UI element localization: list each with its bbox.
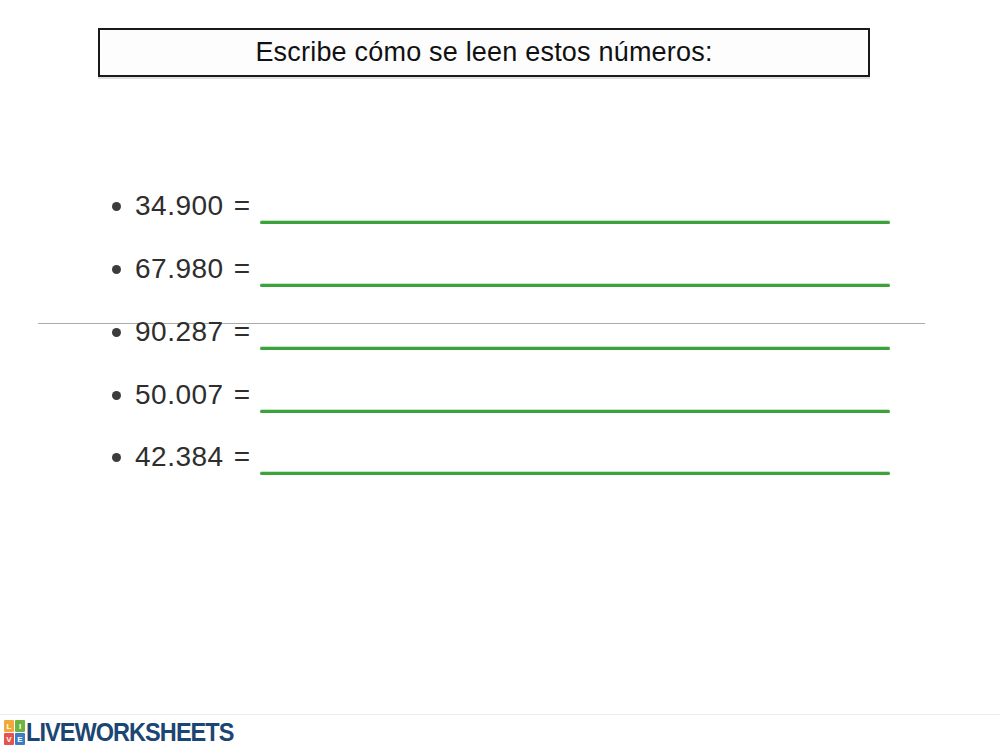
title-box: Escribe cómo se leen estos números: [98,28,870,77]
equals-sign: = [234,190,251,222]
equals-sign: = [234,253,251,285]
worksheet-row: 67.980 = [0,251,1000,287]
number-text: 50.007 [135,379,224,411]
number-label: 90.287 = [135,314,251,350]
worksheet-row: 42.384 = [0,439,1000,475]
bullet-icon [112,453,121,462]
logo-tile: V [4,733,14,745]
number-text: 90.287 [135,316,224,348]
worksheet-row: 90.287 = [0,314,1000,350]
equals-sign: = [234,379,251,411]
liveworksheets-logo-icon[interactable]: L I V E [4,720,26,745]
worksheet-row: 50.007 = [0,377,1000,413]
scan-artifact-line [0,714,1000,715]
number-label: 50.007 = [135,377,251,413]
footer: L I V E LIVEWORKSHEETS [4,719,247,746]
page-title: Escribe cómo se leen estos números: [255,37,712,68]
bullet-icon [112,328,121,337]
number-text: 42.384 [135,441,224,473]
logo-tile: L [4,720,14,732]
answer-input-line[interactable] [260,410,890,413]
bullet-icon [112,265,121,274]
answer-input-line[interactable] [260,284,890,287]
number-label: 67.980 = [135,251,251,287]
answer-input-line[interactable] [260,221,890,224]
brand-name[interactable]: LIVEWORKSHEETS [26,718,234,747]
number-label: 42.384 = [135,439,251,475]
answer-input-line[interactable] [260,347,890,350]
logo-tile: E [15,733,25,745]
number-label: 34.900 = [135,188,251,224]
logo-tile: I [15,720,25,732]
equals-sign: = [234,316,251,348]
equals-sign: = [234,441,251,473]
worksheet-row: 34.900 = [0,188,1000,224]
number-text: 67.980 [135,253,224,285]
bullet-icon [112,202,121,211]
number-text: 34.900 [135,190,224,222]
bullet-icon [112,391,121,400]
answer-input-line[interactable] [260,472,890,475]
